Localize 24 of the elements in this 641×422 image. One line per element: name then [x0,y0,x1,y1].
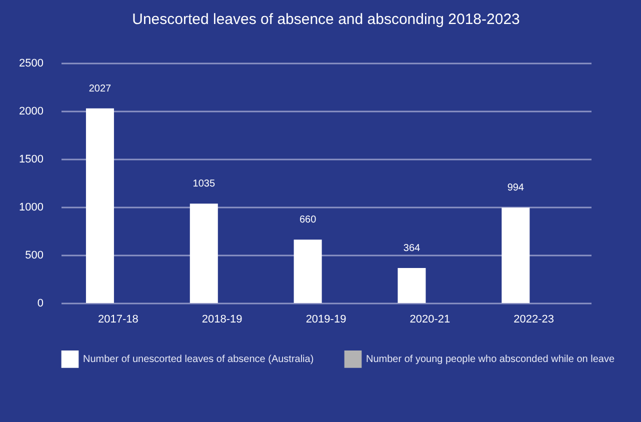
data-label: 994 [507,182,524,194]
data-label: 1035 [192,178,216,190]
y-tick-label: 1000 [19,202,44,214]
y-tick-label: 2000 [19,106,44,118]
data-label: 364 [403,243,421,254]
data-label: 2027 [88,83,112,94]
x-tick-label: 2022-23 [514,314,554,326]
legend-label: Number of young people who absconded while on leave [366,354,615,366]
x-tick-label: 2017-18 [98,314,138,326]
y-tick-label: 0 [37,298,44,310]
bar [86,108,114,303]
bar [294,240,322,303]
legend-label: Number of unescorted leaves of absence (Australia) [83,354,314,366]
chart-title: Unescorted leaves of absence and absconding 2018-2023 [132,11,520,28]
y-tick-label: 2500 [19,58,44,70]
x-tick-label: 2020-21 [410,314,450,326]
x-tick-label: 2019-19 [306,314,346,326]
bar [190,204,218,303]
y-tick-label: 1500 [19,154,44,166]
x-tick-label: 2018-19 [202,314,242,326]
data-label: 660 [299,214,317,226]
bar [398,268,426,303]
y-tick-label: 500 [25,250,44,262]
bar [502,208,530,303]
